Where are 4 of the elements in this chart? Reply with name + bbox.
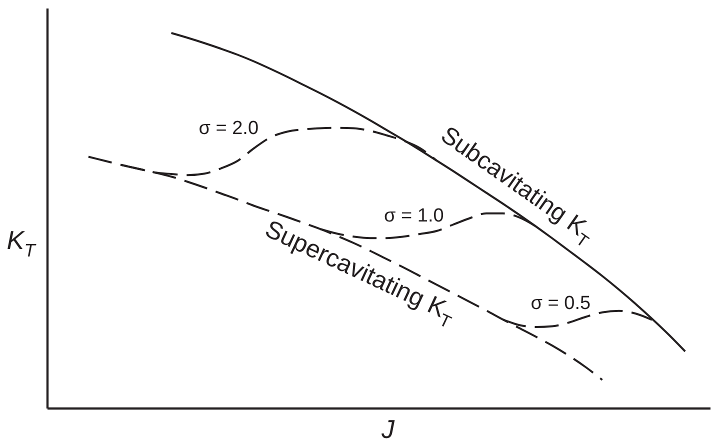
series-label: σ = 0.5 [530,293,591,314]
series-label: σ = 1.0 [384,205,444,226]
x-axis-title: J [380,414,396,443]
series-label: σ = 2.0 [198,118,259,140]
